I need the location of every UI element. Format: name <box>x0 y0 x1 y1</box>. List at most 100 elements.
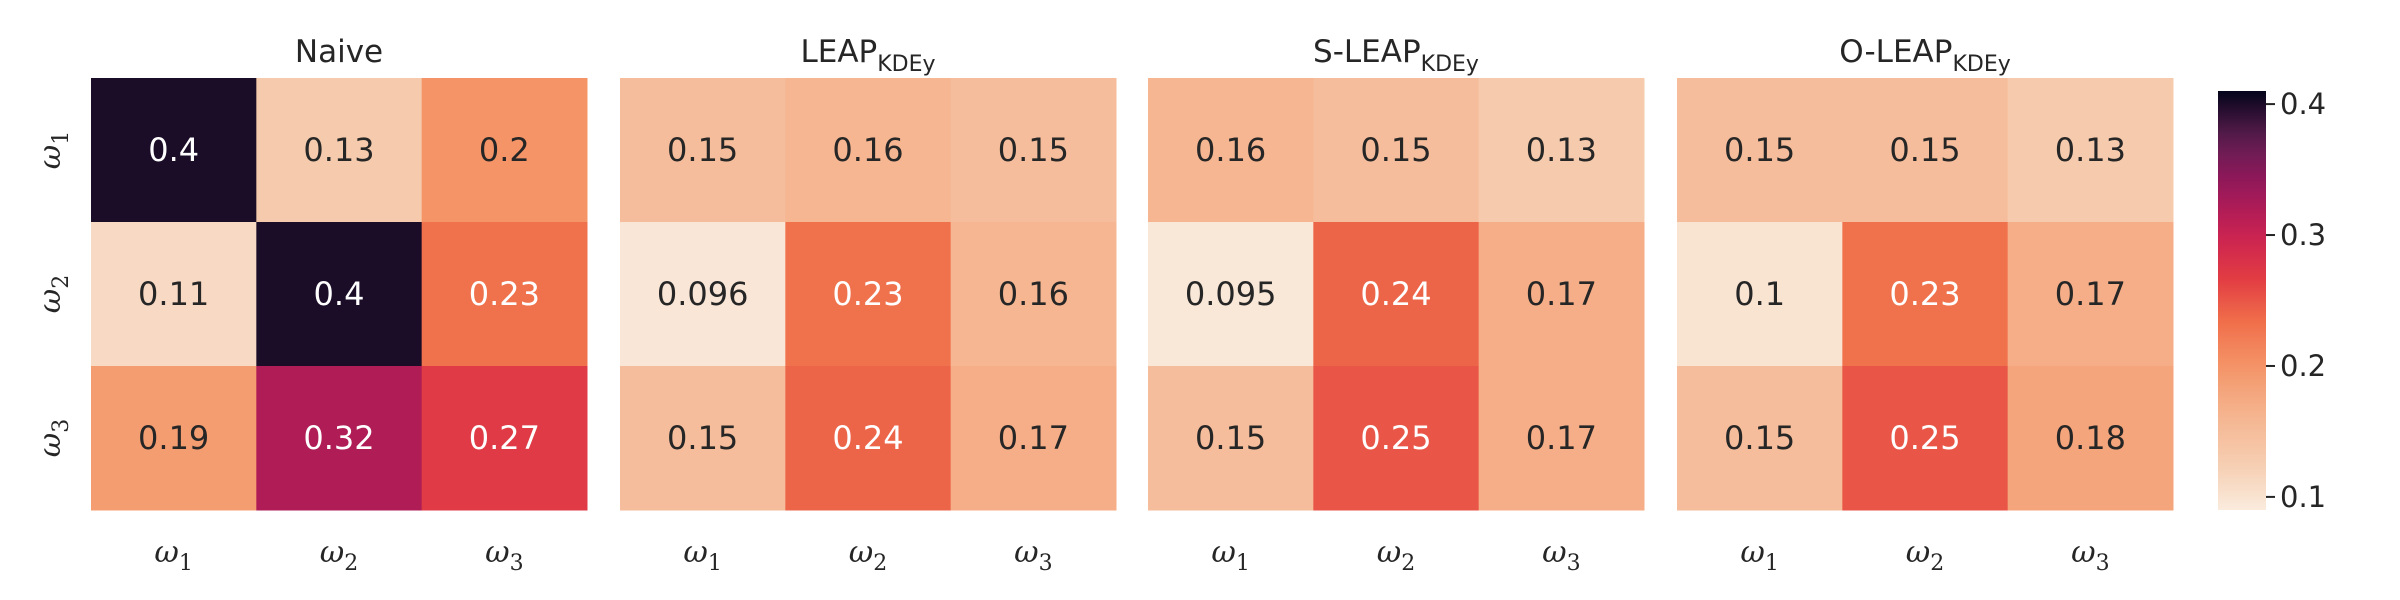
heatmap-cell <box>1478 78 1645 223</box>
cell-value-label: 0.25 <box>1889 419 1960 457</box>
heatmap-cell <box>1677 78 1843 223</box>
heatmap-cell <box>1677 366 1843 511</box>
heatmap-cell <box>950 78 1117 223</box>
cell-value-label: 0.15 <box>1724 419 1795 457</box>
colorbar <box>2218 91 2266 510</box>
cell-value-label: 0.16 <box>1195 131 1266 169</box>
heatmap-cell <box>91 78 257 223</box>
cell-value-label: 0.15 <box>667 131 738 169</box>
cell-value-label: 0.27 <box>469 419 540 457</box>
cell-value-label: 0.15 <box>1889 131 1960 169</box>
heatmap-cell <box>1677 222 1843 367</box>
cell-value-label: 0.15 <box>1195 419 1266 457</box>
heatmap-cell <box>1313 366 1480 511</box>
cell-value-label: 0.17 <box>2055 275 2126 313</box>
cell-value-label: 0.4 <box>148 131 199 169</box>
x-tick-label: ω2 <box>849 535 887 576</box>
heatmap-cell <box>256 366 423 511</box>
panel-title: S-LEAPKDEy <box>1313 34 1479 77</box>
cell-value-label: 0.23 <box>832 275 903 313</box>
heatmap-cell <box>1842 366 2009 511</box>
heatmap-cell <box>1842 222 2009 367</box>
heatmap-cell <box>1313 222 1480 367</box>
cell-value-label: 0.13 <box>1526 131 1597 169</box>
panel-title: Naive <box>295 34 383 70</box>
heatmap-cell <box>1148 366 1314 511</box>
heatmap-cell <box>421 78 588 223</box>
heatmap-cell <box>256 222 423 367</box>
cell-value-label: 0.15 <box>998 131 1069 169</box>
heatmap-cell <box>421 222 588 367</box>
x-tick-label: ω1 <box>1740 535 1778 576</box>
heatmap-cell <box>1478 222 1645 367</box>
panel-title: LEAPKDEy <box>800 34 935 77</box>
heatmap-cell <box>620 222 786 367</box>
x-tick-label: ω1 <box>683 535 721 576</box>
heatmap-cell <box>1478 366 1645 511</box>
colorbar-tick-label: 0.3 <box>2280 218 2326 252</box>
cell-value-label: 0.24 <box>1360 275 1431 313</box>
heatmap-cell <box>620 78 786 223</box>
cell-value-label: 0.18 <box>2055 419 2126 457</box>
heatmap-cell <box>421 366 588 511</box>
colorbar-tick-label: 0.4 <box>2280 87 2326 121</box>
cell-value-label: 0.15 <box>1360 131 1431 169</box>
heatmap-cell <box>91 366 257 511</box>
x-tick-label: ω3 <box>2071 535 2109 576</box>
heatmap-cell <box>950 222 1117 367</box>
heatmap-cell <box>950 366 1117 511</box>
x-tick-label: ω2 <box>320 535 358 576</box>
heatmap-cell <box>91 222 257 367</box>
heatmap-cell <box>620 366 786 511</box>
heatmap-cell <box>1313 78 1480 223</box>
cell-value-label: 0.095 <box>1185 275 1277 313</box>
colorbar-tick-label: 0.1 <box>2280 480 2326 514</box>
cell-value-label: 0.13 <box>303 131 374 169</box>
heatmap-panel: Naive 0.4 0.13 0.2 0.11 0.4 0.23 0.19 0.32 0.27 ω1… <box>91 34 588 576</box>
y-tick-label: ω1 <box>33 131 74 169</box>
heatmap-cell <box>785 222 952 367</box>
heatmap-cell <box>1148 222 1314 367</box>
heatmap-cell <box>2007 222 2174 367</box>
heatmap-cell <box>1842 78 2009 223</box>
cell-value-label: 0.32 <box>303 419 374 457</box>
x-tick-label: ω2 <box>1377 535 1415 576</box>
cell-value-label: 0.096 <box>657 275 749 313</box>
cell-value-label: 0.4 <box>314 275 365 313</box>
cell-value-label: 0.23 <box>469 275 540 313</box>
heatmap-panel: LEAPKDEy 0.15 0.16 0.15 0.096 0.23 0.16 0.15 0.2… <box>620 34 1117 576</box>
cell-value-label: 0.11 <box>138 275 209 313</box>
cell-value-label: 0.25 <box>1360 419 1431 457</box>
y-tick-label: ω3 <box>33 419 74 457</box>
cell-value-label: 0.15 <box>667 419 738 457</box>
heatmap-panel: S-LEAPKDEy 0.16 0.15 0.13 0.095 0.24 0.17 0.15 0… <box>1148 34 1645 576</box>
heatmap-cell <box>2007 366 2174 511</box>
panel-title: O-LEAPKDEy <box>1839 34 2011 77</box>
cell-value-label: 0.16 <box>998 275 1069 313</box>
colorbar-tick-label: 0.2 <box>2280 349 2326 383</box>
cell-value-label: 0.1 <box>1734 275 1785 313</box>
heatmap-cell <box>1148 78 1314 223</box>
cell-value-label: 0.17 <box>1526 275 1597 313</box>
heatmap-cell <box>256 78 423 223</box>
y-tick-label: ω2 <box>33 275 74 313</box>
y-axis: ω1 ω2 ω3 <box>33 131 74 457</box>
x-tick-label: ω3 <box>1014 535 1052 576</box>
cell-value-label: 0.24 <box>832 419 903 457</box>
x-tick-label: ω2 <box>1906 535 1944 576</box>
x-tick-label: ω3 <box>485 535 523 576</box>
x-tick-label: ω1 <box>154 535 192 576</box>
heatmap-cell <box>785 366 952 511</box>
heatmap-panel: O-LEAPKDEy 0.15 0.15 0.13 0.1 0.23 0.17 0.15 0.2… <box>1677 34 2174 576</box>
cell-value-label: 0.19 <box>138 419 209 457</box>
heatmap-cell <box>2007 78 2174 223</box>
cell-value-label: 0.2 <box>479 131 530 169</box>
cell-value-label: 0.15 <box>1724 131 1795 169</box>
cell-value-label: 0.13 <box>2055 131 2126 169</box>
cell-value-label: 0.23 <box>1889 275 1960 313</box>
cell-value-label: 0.17 <box>1526 419 1597 457</box>
x-tick-label: ω1 <box>1211 535 1249 576</box>
cell-value-label: 0.17 <box>998 419 1069 457</box>
